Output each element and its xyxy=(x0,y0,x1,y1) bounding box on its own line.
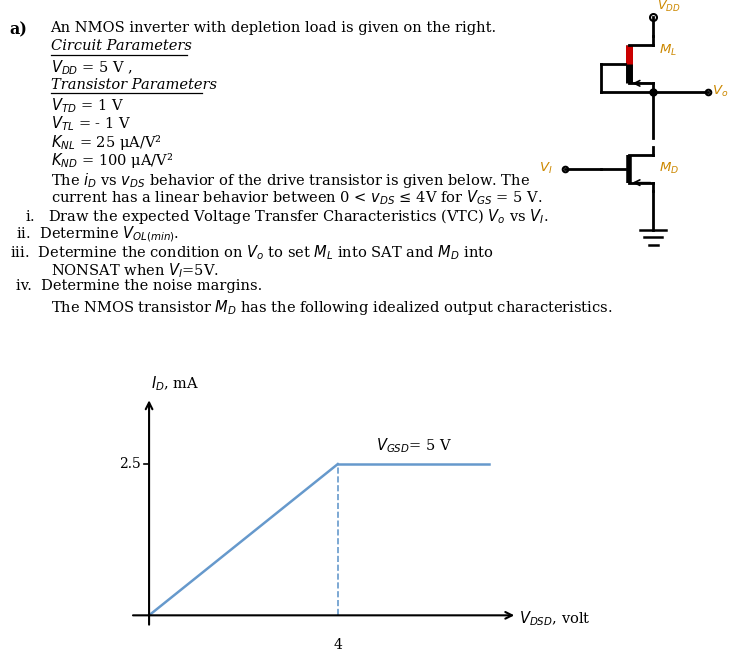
Text: $V_{GSD}$= 5 V: $V_{GSD}$= 5 V xyxy=(376,436,452,455)
Text: i.   Draw the expected Voltage Transfer Characteristics (VTC) $V_o$ vs $V_I$.: i. Draw the expected Voltage Transfer Ch… xyxy=(25,207,548,226)
Text: $V_{TD}$ = 1 V: $V_{TD}$ = 1 V xyxy=(51,96,124,114)
Text: The NMOS transistor $M_D$ has the following idealized output characteristics.: The NMOS transistor $M_D$ has the follow… xyxy=(51,298,612,317)
Text: $K_{NL}$ = 25 μA/V²: $K_{NL}$ = 25 μA/V² xyxy=(51,133,161,152)
Text: $V_{TL}$ = - 1 V: $V_{TL}$ = - 1 V xyxy=(51,114,131,133)
Text: Circuit Parameters: Circuit Parameters xyxy=(51,39,191,53)
Text: 2.5: 2.5 xyxy=(119,457,141,471)
Text: iv.  Determine the noise margins.: iv. Determine the noise margins. xyxy=(16,279,263,293)
Text: iii.  Determine the condition on $V_o$ to set $M_L$ into SAT and $M_D$ into: iii. Determine the condition on $V_o$ to… xyxy=(10,243,493,261)
Text: $K_{ND}$ = 100 μA/V²: $K_{ND}$ = 100 μA/V² xyxy=(51,151,173,170)
Text: An NMOS inverter with depletion load is given on the right.: An NMOS inverter with depletion load is … xyxy=(51,21,497,35)
Text: Transistor Parameters: Transistor Parameters xyxy=(51,78,217,91)
Text: a): a) xyxy=(10,21,28,38)
Text: NONSAT when $V_I$=5V.: NONSAT when $V_I$=5V. xyxy=(51,261,219,279)
Text: 4: 4 xyxy=(333,639,342,652)
Text: $V_o$: $V_o$ xyxy=(711,84,728,99)
Text: $I_D$, mA: $I_D$, mA xyxy=(152,374,200,393)
Text: $V_{DSD}$, volt: $V_{DSD}$, volt xyxy=(519,609,591,627)
Text: $M_D$: $M_D$ xyxy=(659,162,679,176)
Text: The $i_D$ vs $v_{DS}$ behavior of the drive transistor is given below. The: The $i_D$ vs $v_{DS}$ behavior of the dr… xyxy=(51,171,530,190)
Text: $V_I$: $V_I$ xyxy=(539,162,553,176)
Text: ii.  Determine $V_{OL(min)}$.: ii. Determine $V_{OL(min)}$. xyxy=(16,225,179,244)
Text: $V_{DD}$ = 5 V ,: $V_{DD}$ = 5 V , xyxy=(51,58,132,76)
Text: $V_{DD}$: $V_{DD}$ xyxy=(657,0,681,14)
Text: $M_L$: $M_L$ xyxy=(659,43,677,58)
Text: current has a linear behavior between 0 < $v_{DS}$ ≤ 4V for $V_{GS}$ = 5 V.: current has a linear behavior between 0 … xyxy=(51,189,542,207)
